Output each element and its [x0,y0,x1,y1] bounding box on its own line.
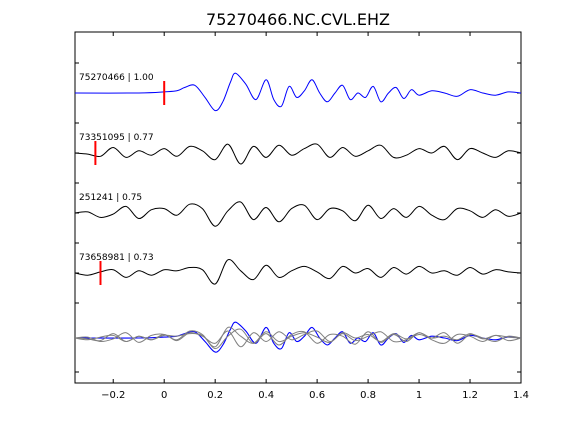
trace-line [74,201,522,227]
trace-line [74,143,522,165]
x-tick-label: 1.2 [462,390,478,401]
trace-group: 75270466 | 1.00 73351095 | 0.77 251241 | 0… [74,72,522,285]
trace-label: 73658981 | 0.73 [79,253,154,263]
overlay-stack [74,321,522,353]
x-tick-label: 0 [161,390,167,401]
trace-line [74,259,522,285]
x-tick-label: 0.2 [207,390,223,401]
x-tick-label: 1 [416,390,422,401]
x-tick-label: 0.6 [309,390,325,401]
trace-label: 251241 | 0.75 [79,193,142,203]
overlay-trace [74,328,522,350]
overlay-trace [74,321,522,353]
x-tick-label: 0.4 [258,390,274,401]
plot-area-frame [74,31,522,384]
overlay-trace [74,330,522,348]
trace-label: 73351095 | 0.77 [79,133,154,143]
x-axis: −0.2 0 0.2 0.4 0.6 0.8 1 1.2 1.4 [101,32,529,401]
x-tick-label: −0.2 [101,390,125,401]
overlay-trace [74,326,522,348]
x-tick-label: 1.4 [513,390,529,401]
trace-line [74,72,522,112]
trace-label: 75270466 | 1.00 [79,73,154,83]
x-tick-label: 0.8 [360,390,376,401]
chart-title: 75270466.NC.CVL.EHZ [206,10,390,29]
